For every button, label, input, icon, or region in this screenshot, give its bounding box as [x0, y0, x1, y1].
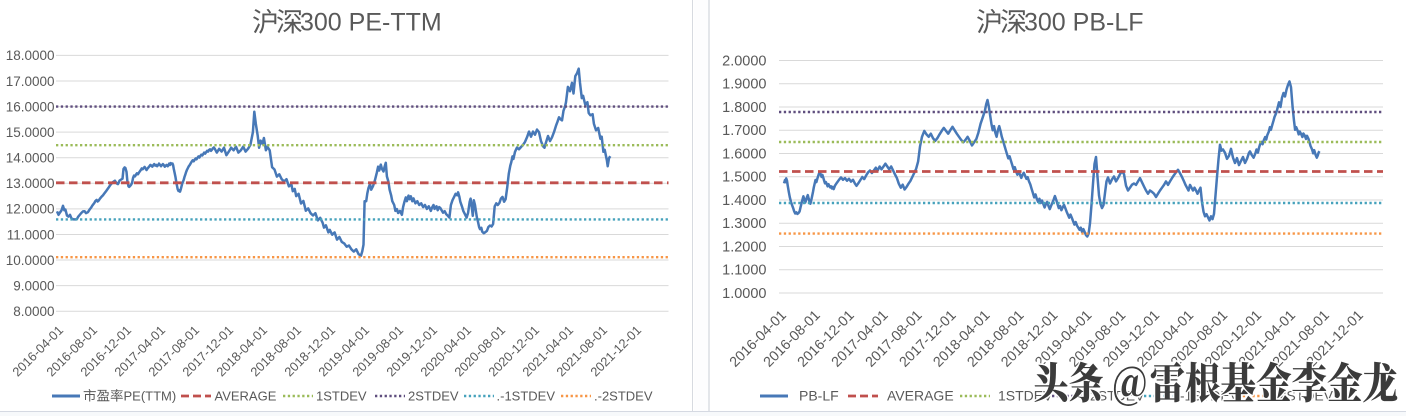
svg-text:300 PB-LF: 300 PB-LF: [1024, 9, 1144, 37]
svg-text:10.0000: 10.0000: [6, 253, 55, 268]
svg-text:16.0000: 16.0000: [6, 99, 55, 114]
svg-text:1.7000: 1.7000: [722, 123, 766, 139]
svg-text:8.0000: 8.0000: [13, 304, 54, 319]
svg-text:9.0000: 9.0000: [13, 278, 54, 293]
svg-text:1.1000: 1.1000: [722, 263, 766, 279]
svg-text:12.0000: 12.0000: [6, 202, 55, 217]
svg-text:1.2000: 1.2000: [722, 239, 766, 255]
svg-text:1.9000: 1.9000: [722, 77, 766, 93]
svg-text:PE(TTM): PE(TTM): [124, 389, 177, 404]
svg-text:AVERAGE: AVERAGE: [215, 389, 277, 404]
svg-text:1.8000: 1.8000: [722, 100, 766, 116]
svg-text:.-2STDEV: .-2STDEV: [594, 389, 653, 404]
svg-text:17.0000: 17.0000: [6, 74, 55, 89]
svg-text:1.0000: 1.0000: [722, 286, 766, 302]
svg-text:AVERAGE: AVERAGE: [887, 388, 954, 404]
svg-text:1.5000: 1.5000: [722, 170, 766, 186]
svg-text:.-1STDEV: .-1STDEV: [497, 389, 556, 404]
svg-text:300 PE-TTM: 300 PE-TTM: [300, 9, 442, 37]
svg-text:2.0000: 2.0000: [722, 53, 766, 69]
svg-text:1.4000: 1.4000: [722, 193, 766, 209]
svg-text:11.0000: 11.0000: [7, 227, 55, 242]
svg-text:PB-LF: PB-LF: [799, 388, 839, 404]
svg-text:1.6000: 1.6000: [722, 146, 766, 162]
svg-text:2STDEV: 2STDEV: [408, 389, 459, 404]
svg-text:18.0000: 18.0000: [6, 48, 55, 63]
svg-text:15.0000: 15.0000: [6, 125, 55, 140]
svg-text:14.0000: 14.0000: [6, 151, 55, 166]
svg-text:1STDEV: 1STDEV: [316, 389, 367, 404]
svg-text:13.0000: 13.0000: [6, 176, 55, 191]
svg-text:1.3000: 1.3000: [722, 216, 766, 232]
